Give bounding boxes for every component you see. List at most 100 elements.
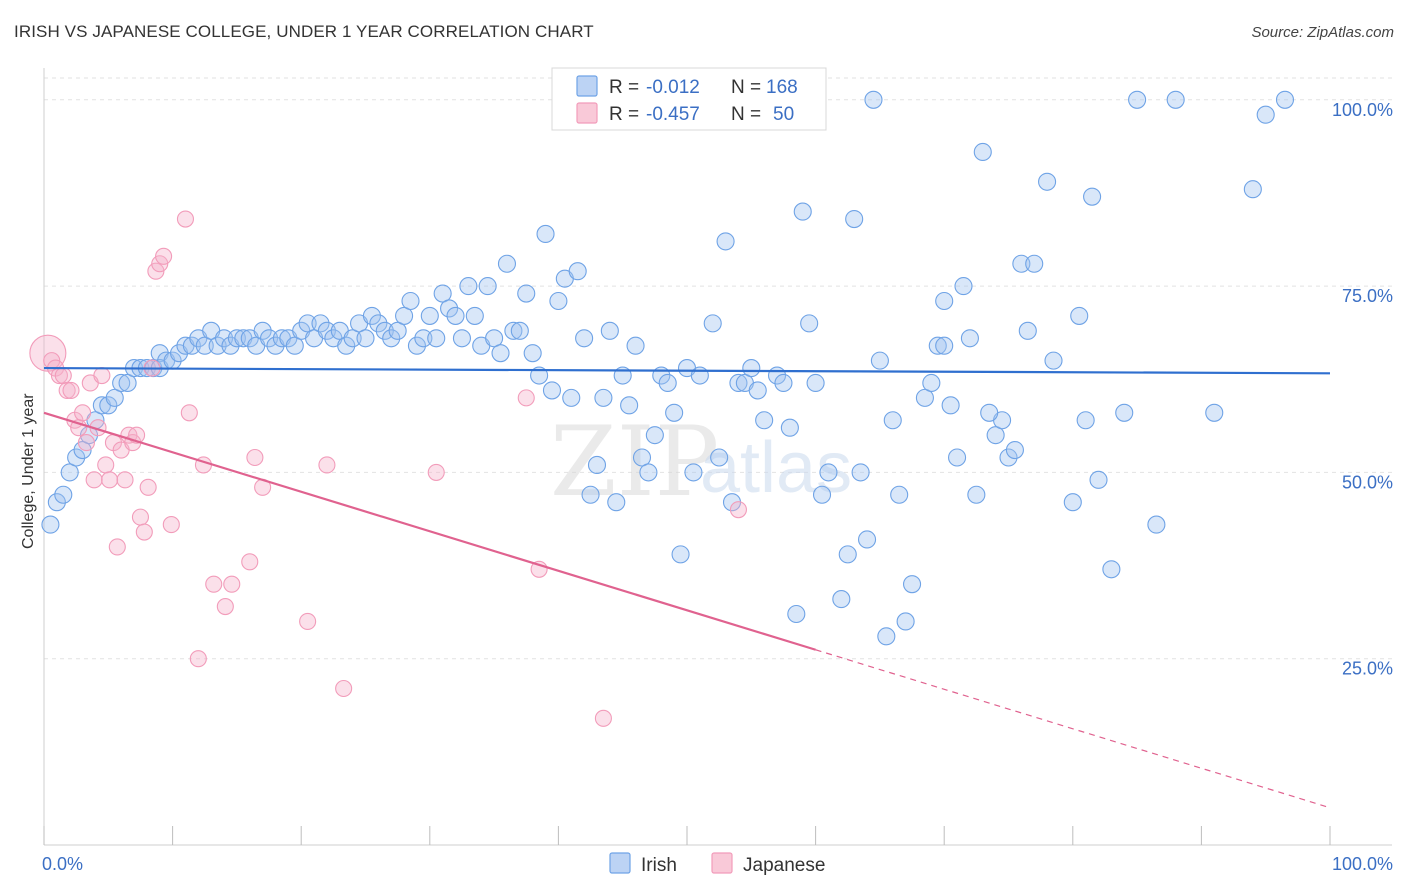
irish-point-143 (986, 426, 1005, 445)
irish-point-118 (806, 373, 825, 393)
irish-point-126 (864, 90, 883, 109)
irish-point-102 (690, 366, 709, 385)
japanese-point-15 (97, 456, 115, 474)
irish-point-48 (343, 329, 362, 348)
irish-point-104 (710, 448, 729, 467)
irish-point-94 (639, 463, 658, 482)
japanese-trend-line (43, 411, 816, 651)
irish-point-136 (935, 291, 954, 311)
irish-point-158 (1115, 403, 1134, 422)
irish-point-155 (1083, 187, 1102, 206)
irish-point-72 (497, 254, 517, 273)
x-tick-label-min: 0.0% (42, 854, 83, 874)
legend-japanese-label: Japanese (743, 855, 825, 876)
irish-point-140 (960, 329, 979, 348)
irish-swatch (576, 75, 598, 97)
japanese-point-5 (58, 381, 76, 399)
japanese-point-34 (189, 650, 207, 668)
japanese-point-20 (116, 471, 134, 489)
irish-point-10 (105, 388, 124, 407)
stats-legend-box (551, 67, 827, 131)
irish-point-116 (793, 202, 812, 221)
irish-point-110 (748, 381, 767, 400)
japanese-r-value: -0.457 (646, 104, 700, 125)
irish-point-60 (420, 306, 439, 325)
japanese-point-37 (216, 597, 234, 616)
japanese-point-49 (729, 501, 747, 519)
irish-point-61 (427, 329, 446, 348)
irish-point-120 (819, 463, 838, 482)
japanese-point-10 (77, 434, 95, 452)
irish-point-122 (838, 545, 857, 564)
irish-point-9 (99, 396, 118, 415)
irish-point-99 (671, 545, 690, 564)
irish-point-131 (896, 612, 915, 631)
irish-point-1 (47, 493, 66, 512)
irish-point-11 (112, 373, 131, 393)
japanese-point-46 (517, 389, 535, 407)
irish-r-label: R = (609, 77, 639, 98)
irish-point-85 (581, 485, 600, 504)
japanese-trend-line-extension (815, 649, 1331, 809)
irish-point-66 (459, 277, 478, 296)
irish-point-75 (517, 284, 536, 303)
irish-point-130 (890, 485, 909, 504)
irish-point-55 (388, 321, 407, 340)
irish-point-153 (1070, 306, 1089, 325)
irish-point-137 (941, 396, 960, 415)
irish-point-133 (915, 388, 934, 407)
irish-point-74 (510, 321, 529, 340)
irish-point-2 (54, 485, 73, 504)
irish-point-87 (594, 388, 613, 407)
japanese-point-16 (101, 471, 119, 489)
irish-point-127 (870, 351, 889, 370)
japanese-point-26 (139, 478, 157, 496)
irish-point-139 (954, 277, 973, 296)
japanese-point-31 (162, 516, 180, 534)
irish-point-30 (227, 329, 246, 348)
irish-point-154 (1076, 411, 1095, 430)
y-axis-title: College, Under 1 year (20, 393, 37, 549)
irish-point-107 (729, 373, 748, 393)
irish-point-97 (658, 373, 677, 393)
irish-point-57 (401, 291, 420, 311)
irish-point-83 (568, 262, 587, 281)
irish-point-89 (607, 493, 626, 512)
japanese-point-40 (246, 448, 264, 467)
irish-point-73 (504, 321, 523, 340)
legend-irish-swatch (609, 852, 631, 874)
japanese-point-38 (223, 575, 241, 593)
irish-point-128 (877, 627, 896, 646)
irish-point-119 (812, 485, 832, 504)
x-tick-label-max: 100.0% (1332, 854, 1393, 874)
irish-point-125 (857, 530, 877, 549)
irish-point-146 (1005, 440, 1024, 460)
irish-point-4 (67, 448, 86, 467)
irish-point-34 (253, 321, 272, 340)
irish-point-152 (1063, 493, 1082, 512)
irish-point-109 (742, 359, 761, 378)
irish-point-79 (542, 381, 562, 400)
y-tick-label-25: 25.0% (1342, 659, 1393, 679)
irish-point-111 (755, 411, 774, 430)
irish-point-166 (935, 336, 954, 355)
japanese-swatch (576, 102, 598, 124)
irish-point-113 (774, 373, 793, 393)
irish-point-161 (1166, 90, 1185, 109)
irish-point-28 (214, 329, 234, 348)
irish-point-149 (1025, 254, 1044, 273)
irish-point-76 (523, 344, 542, 363)
irish-point-12 (118, 373, 137, 393)
irish-point-41 (298, 314, 317, 333)
irish-point-65 (452, 329, 472, 348)
irish-point-117 (800, 314, 819, 333)
irish-n-value: 168 (766, 77, 798, 98)
watermark-atlas: atlas (700, 428, 852, 508)
irish-point-147 (1012, 254, 1031, 273)
irish-point-103 (703, 314, 722, 333)
irish-point-148 (1018, 321, 1037, 340)
irish-points (41, 90, 1295, 646)
irish-point-150 (1038, 172, 1057, 191)
japanese-point-44 (335, 679, 353, 698)
